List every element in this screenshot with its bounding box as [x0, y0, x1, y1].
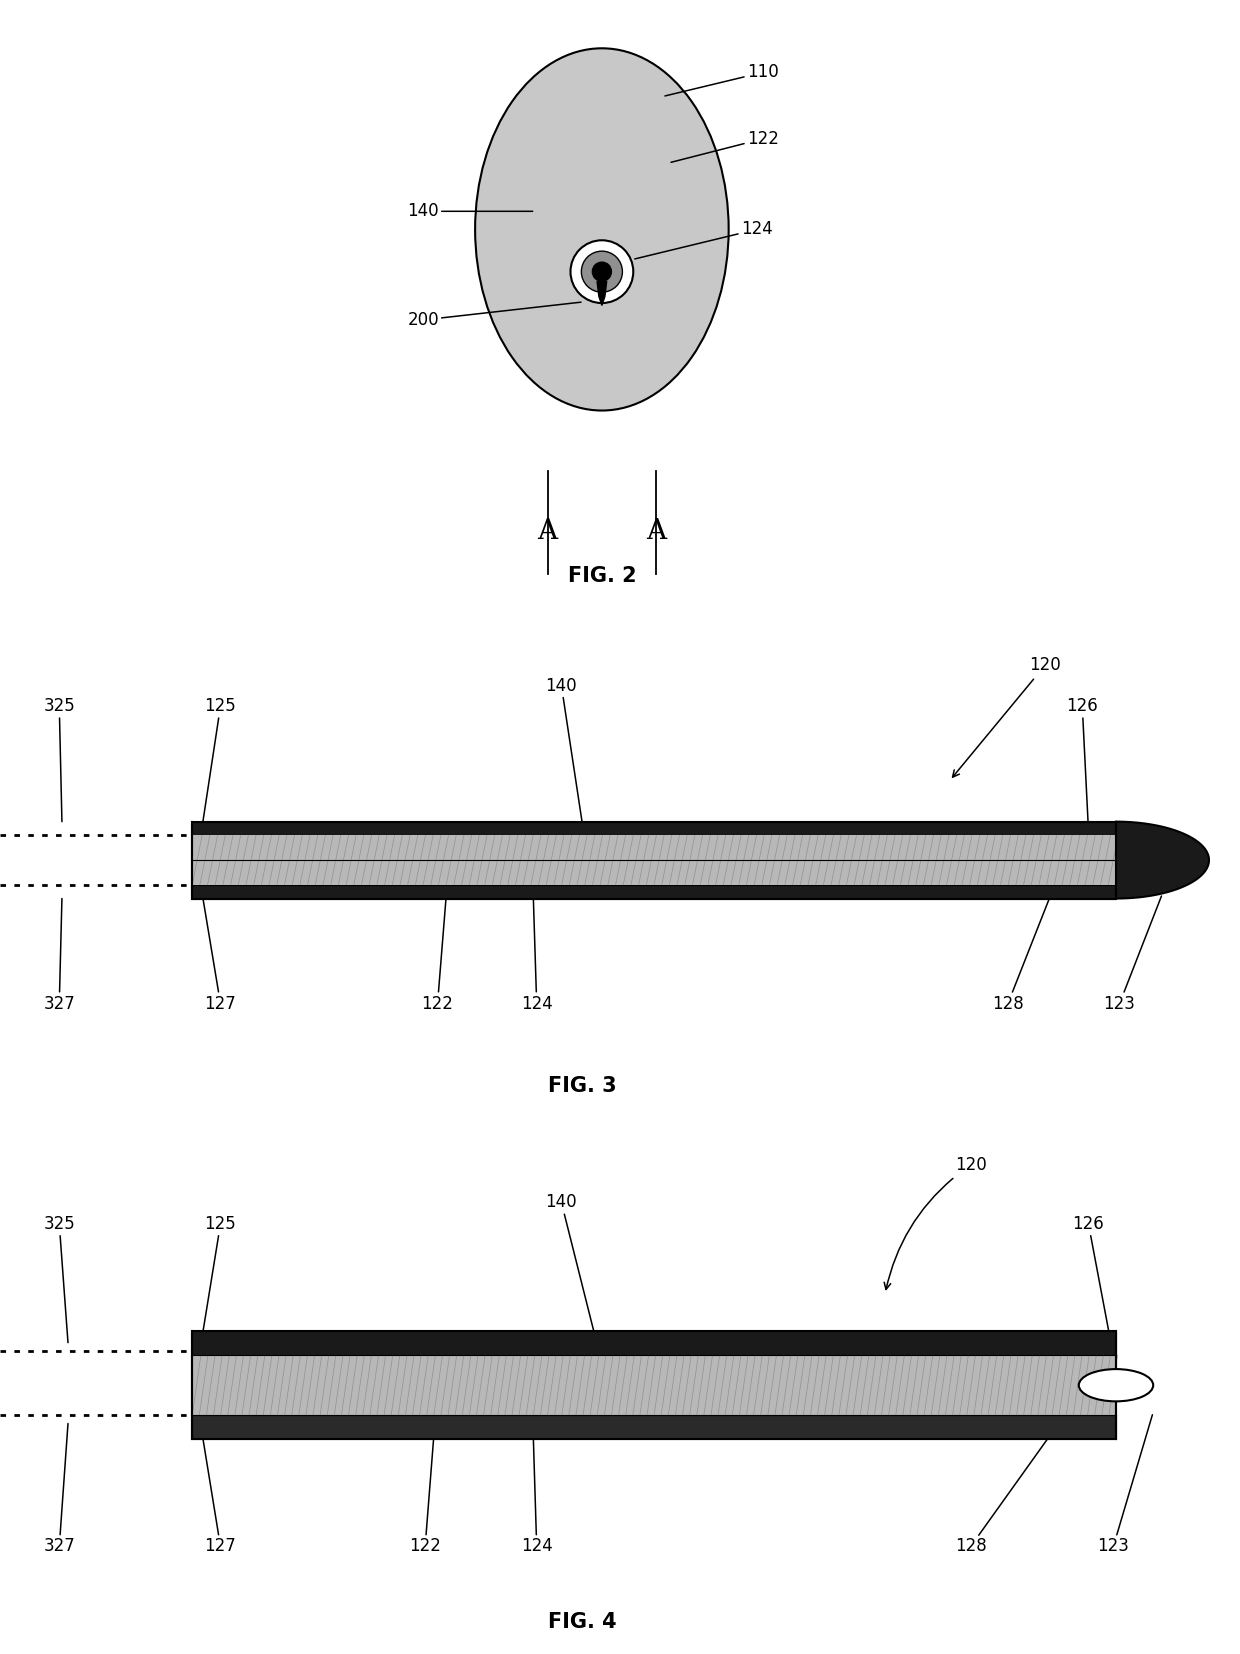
Text: 123: 123 [1097, 1414, 1152, 1555]
Bar [192, 1331, 1116, 1355]
Text: 123: 123 [1104, 896, 1162, 1012]
Text: 126: 126 [1066, 698, 1099, 824]
Text: 140: 140 [546, 676, 583, 824]
Text: 128: 128 [955, 1436, 1050, 1555]
Text: 122: 122 [671, 131, 779, 162]
Polygon shape [596, 281, 606, 306]
Text: 327: 327 [43, 898, 76, 1012]
Text: 127: 127 [202, 896, 237, 1012]
Text: FIG. 3: FIG. 3 [548, 1077, 618, 1097]
Text: 125: 125 [202, 698, 237, 824]
Circle shape [1079, 1370, 1153, 1401]
Text: 126: 126 [1073, 1216, 1110, 1335]
Text: 122: 122 [422, 896, 454, 1012]
Bar [192, 1416, 1116, 1439]
Text: 124: 124 [635, 220, 773, 260]
Text: 125: 125 [202, 1216, 237, 1335]
Text: 122: 122 [409, 1436, 441, 1555]
Bar [192, 885, 1116, 898]
Text: 140: 140 [546, 1194, 594, 1335]
Text: 127: 127 [202, 1436, 237, 1555]
Text: 120: 120 [952, 657, 1061, 777]
Text: 140: 140 [407, 202, 533, 220]
Ellipse shape [475, 48, 729, 410]
Text: 110: 110 [665, 63, 779, 96]
Text: 327: 327 [43, 1424, 76, 1555]
Text: 120: 120 [884, 1156, 987, 1290]
Text: 124: 124 [521, 896, 553, 1012]
Polygon shape [1116, 822, 1209, 898]
Text: 124: 124 [521, 1436, 553, 1555]
Text: FIG. 4: FIG. 4 [548, 1613, 618, 1632]
Bar [192, 1331, 1116, 1439]
Text: 200: 200 [407, 303, 582, 329]
Bar [192, 822, 1116, 898]
Text: A: A [537, 518, 558, 544]
Circle shape [570, 240, 634, 303]
Bar [192, 835, 1116, 885]
Bar [192, 822, 1116, 835]
Text: 325: 325 [43, 1216, 76, 1343]
Text: A: A [646, 518, 666, 544]
Text: 325: 325 [43, 698, 76, 822]
Bar [192, 1355, 1116, 1416]
Text: FIG. 2: FIG. 2 [568, 566, 636, 586]
Circle shape [582, 251, 622, 293]
Circle shape [593, 261, 611, 281]
Text: 128: 128 [992, 896, 1050, 1012]
